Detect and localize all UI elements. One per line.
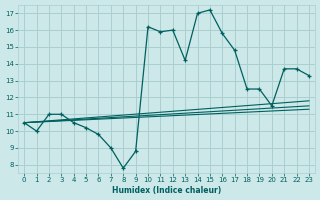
X-axis label: Humidex (Indice chaleur): Humidex (Indice chaleur): [112, 186, 221, 195]
